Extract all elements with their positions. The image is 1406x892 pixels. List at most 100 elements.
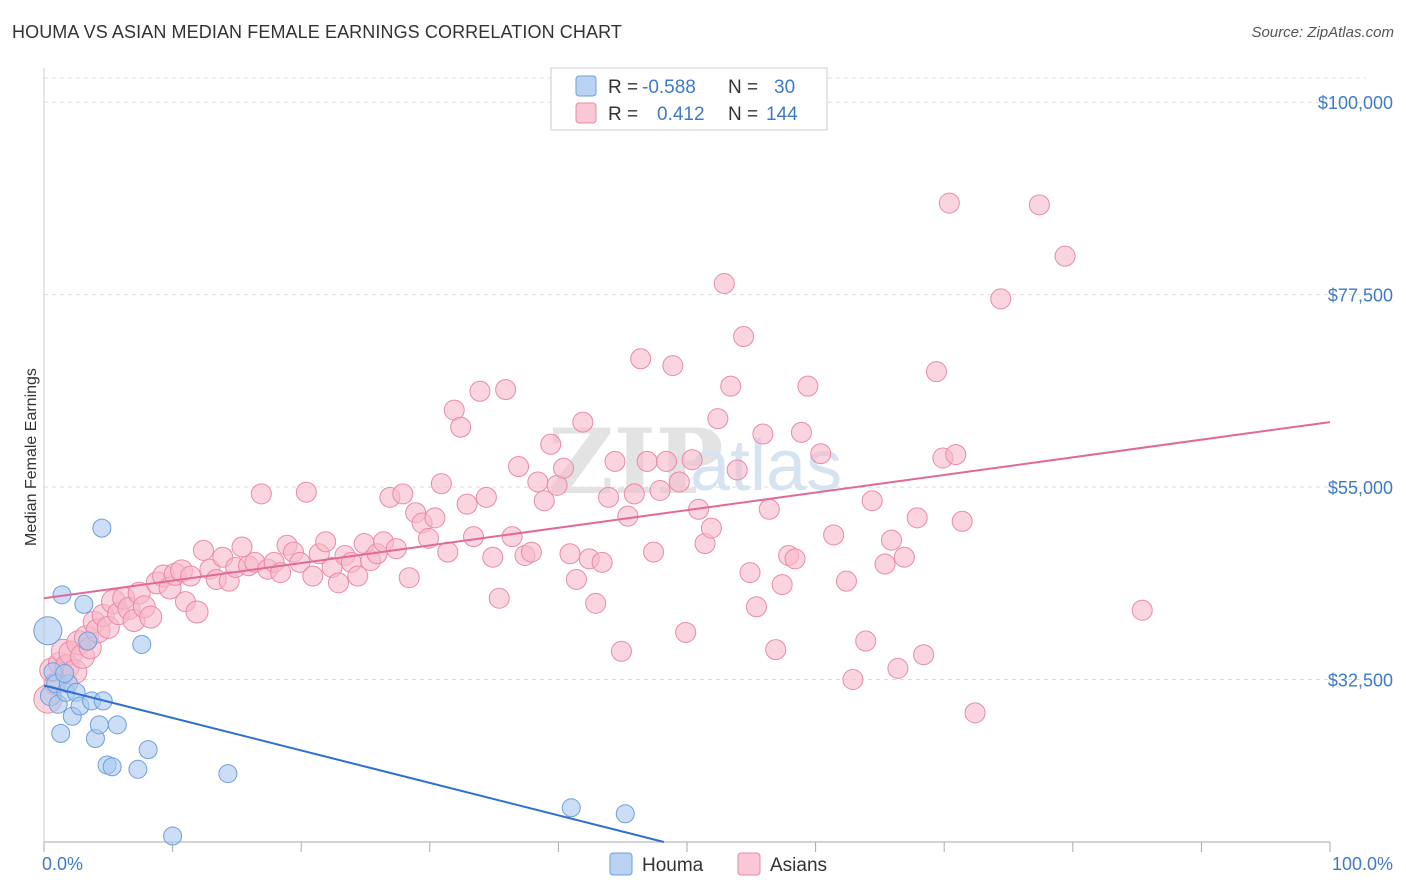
asian-point-100 (630, 348, 652, 370)
asian-point-141 (951, 510, 973, 532)
asian-point-137 (913, 644, 935, 666)
asian-point-53 (327, 572, 349, 594)
asian-point-107 (675, 621, 697, 643)
asian-point-68 (424, 507, 446, 529)
asian-point-128 (823, 524, 845, 546)
y-tick-label-2: $77,500 (1328, 286, 1393, 306)
houma-point-25 (163, 826, 183, 846)
asian-point-126 (797, 375, 819, 397)
asian-point-117 (739, 562, 761, 584)
legend-houma-r-value: -0.588 (642, 77, 696, 98)
asian-point-89 (559, 543, 581, 565)
legend-houma-swatch (575, 75, 597, 97)
correlation-legend: R = -0.588 N = 30 R = 0.412 N = 144 (550, 67, 828, 131)
asian-point-56 (347, 565, 369, 587)
asian-point-31 (185, 600, 209, 624)
asian-point-114 (720, 375, 742, 397)
asian-point-96 (604, 450, 626, 472)
legend-houma-r-label: R = (608, 77, 638, 98)
asian-point-127 (810, 443, 832, 465)
houma-point-26 (218, 764, 238, 784)
asian-point-115 (726, 459, 748, 481)
asian-point-108 (681, 449, 703, 471)
asian-point-94 (591, 551, 613, 573)
houma-point-27 (561, 798, 581, 818)
asian-point-101 (636, 450, 658, 472)
asian-point-111 (700, 517, 722, 539)
asian-point-144 (1028, 194, 1050, 216)
asian-point-118 (745, 596, 767, 618)
asian-point-80 (501, 526, 523, 548)
houma-point-20 (102, 757, 122, 777)
asian-point-90 (565, 568, 587, 590)
houma-point-24 (138, 740, 158, 760)
y-tick-label-3: $100,000 (1318, 93, 1393, 113)
houma-point-28 (615, 804, 635, 824)
asian-point-145 (1054, 245, 1076, 267)
asian-point-98 (617, 505, 639, 527)
chart-source: Source: ZipAtlas.com (1251, 24, 1394, 41)
houma-point-13 (78, 631, 98, 651)
asian-point-30 (180, 565, 202, 587)
asian-point-116 (733, 326, 755, 348)
asian-point-38 (231, 536, 253, 558)
asian-point-44 (270, 562, 292, 584)
asian-point-63 (392, 483, 414, 505)
asian-point-119 (752, 423, 774, 445)
bottom-legend-asian-label: Asians (770, 855, 827, 876)
asian-point-74 (463, 526, 485, 548)
houma-point-12 (74, 594, 94, 614)
asian-point-121 (765, 639, 787, 661)
legend-box (550, 67, 828, 131)
x-tick-label-1: 100.0% (1332, 854, 1393, 874)
asian-point-134 (887, 657, 909, 679)
asian-points (33, 192, 1153, 724)
asian-point-48 (295, 481, 317, 503)
bottom-legend-houma-swatch (609, 852, 633, 876)
asian-point-73 (456, 493, 478, 515)
asian-point-49 (302, 565, 324, 587)
asian-point-88 (553, 457, 575, 479)
legend-asian-r-value: 0.412 (657, 104, 705, 125)
x-tick-label-0: 0.0% (42, 854, 83, 874)
asian-point-99 (623, 483, 645, 505)
asian-point-124 (784, 548, 806, 570)
asian-point-146 (1131, 599, 1153, 621)
chart-title: HOUMA VS ASIAN MEDIAN FEMALE EARNINGS CO… (12, 22, 622, 42)
houma-point-18 (92, 518, 112, 538)
gridlines (44, 77, 1366, 681)
asian-point-72 (450, 416, 472, 438)
legend-houma-n-value: 30 (774, 77, 795, 98)
asian-point-97 (610, 640, 632, 662)
asian-point-147 (945, 444, 967, 466)
asian-point-106 (668, 471, 690, 493)
asian-point-84 (527, 471, 549, 493)
bottom-legend-asian-swatch (737, 852, 761, 876)
asian-point-103 (649, 479, 671, 501)
asian-point-76 (475, 486, 497, 508)
asian-point-135 (893, 546, 915, 568)
asian-point-140 (938, 192, 960, 214)
asian-point-105 (662, 355, 684, 377)
houma-trend-line (43, 684, 665, 843)
houma-point-29 (55, 664, 75, 684)
asian-point-122 (771, 574, 793, 596)
asian-point-136 (906, 507, 928, 529)
asian-point-85 (533, 490, 555, 512)
y-axis-label: Median Female Earnings (23, 368, 40, 546)
asian-point-112 (707, 408, 729, 430)
bottom-legend-houma-label: Houma (642, 855, 704, 876)
houma-point-0 (33, 616, 63, 646)
asian-point-86 (540, 433, 562, 455)
legend-asian-swatch (575, 102, 597, 124)
houma-point-5 (51, 723, 71, 743)
asian-point-143 (990, 288, 1012, 310)
houma-point-23 (132, 634, 152, 654)
asian-point-93 (585, 592, 607, 614)
asian-point-70 (437, 541, 459, 563)
asian-point-129 (835, 570, 857, 592)
asian-point-125 (790, 421, 812, 443)
trend-lines (43, 421, 1331, 843)
asian-point-142 (964, 702, 986, 724)
